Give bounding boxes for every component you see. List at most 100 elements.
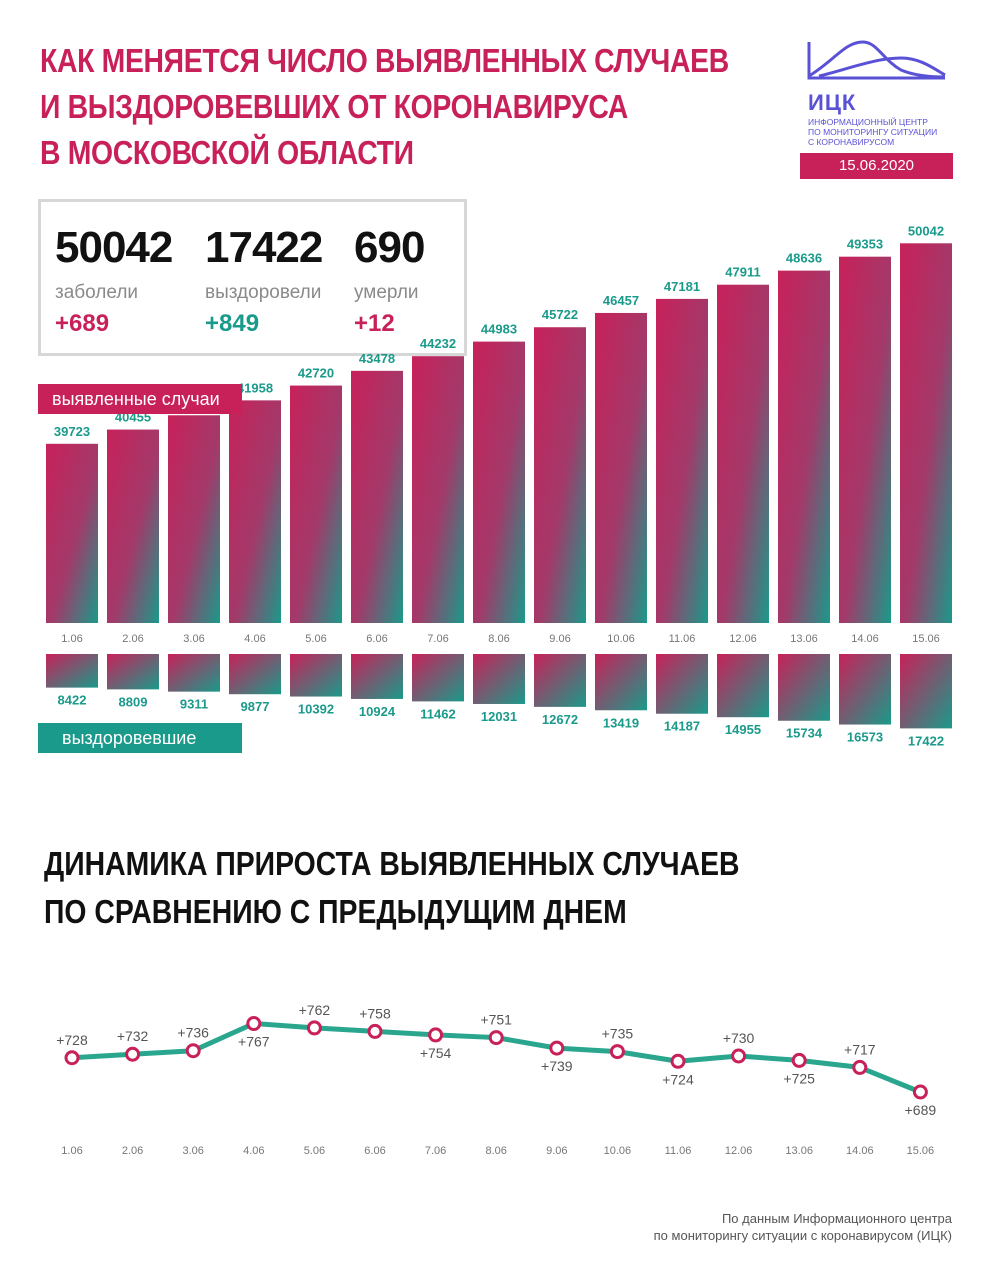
bar-cases	[900, 243, 952, 623]
bar-cases	[107, 429, 159, 623]
title-line: в Московской области	[40, 134, 414, 171]
bar-recovered	[595, 654, 647, 711]
line-point	[852, 1059, 868, 1075]
bar-recovered	[412, 654, 464, 702]
bar-value-cases: 47911	[725, 265, 760, 280]
bar-value-cases: 39723	[54, 424, 90, 439]
bar-value-recovered: 14187	[664, 719, 700, 734]
bar-cases	[656, 298, 708, 623]
line-point	[549, 1040, 565, 1056]
bar-value-cases: 42720	[298, 366, 334, 381]
legend-recovered: выздоровевшие	[38, 723, 242, 753]
line-value-label: +725	[783, 1070, 815, 1086]
x-tick-label: 7.06	[425, 1145, 446, 1157]
bar-value-recovered: 9877	[241, 699, 270, 714]
stat-cases: 50042 заболели +689	[55, 223, 173, 338]
bar-value-recovered: 17422	[908, 733, 944, 748]
line-value-label: +736	[177, 1025, 209, 1041]
line-value-label: +728	[56, 1032, 88, 1048]
bar-recovered	[900, 654, 952, 729]
bar-recovered	[351, 654, 403, 699]
x-tick-label: 4.06	[244, 633, 265, 645]
x-tick-label: 8.06	[488, 633, 509, 645]
bar-value-recovered: 15734	[786, 726, 823, 741]
bar-value-recovered: 14955	[725, 722, 761, 737]
line-value-label: +724	[662, 1071, 694, 1087]
x-tick-label: 4.06	[243, 1145, 264, 1157]
line-point	[488, 1030, 504, 1046]
x-tick-label: 14.06	[851, 633, 879, 645]
x-tick-label: 12.06	[729, 633, 757, 645]
x-tick-label: 15.06	[912, 633, 940, 645]
stat-label: умерли	[354, 282, 419, 303]
bar-recovered	[778, 654, 830, 721]
bar-cases	[168, 415, 220, 623]
bar-value-cases: 41958	[237, 380, 273, 395]
line-point	[64, 1050, 80, 1066]
x-tick-label: 15.06	[907, 1145, 935, 1157]
bar-value-cases: 47181	[664, 279, 700, 294]
bar-cases	[351, 370, 403, 623]
section-title-line: по сравнению с предыдущим днем	[44, 893, 627, 930]
logo-subtitle: Информационный центр по мониторингу ситу…	[808, 117, 937, 147]
x-tick-label: 10.06	[604, 1145, 632, 1157]
line-point	[791, 1052, 807, 1068]
x-tick-label: 1.06	[61, 633, 82, 645]
bar-value-cases: 48636	[786, 251, 822, 266]
x-tick-label: 6.06	[364, 1145, 385, 1157]
line-value-label: +758	[359, 1005, 391, 1021]
x-tick-label: 7.06	[427, 633, 448, 645]
bar-cases	[412, 356, 464, 623]
footer-line: По данным Информационного центра	[721, 1211, 952, 1226]
x-tick-label: 11.06	[669, 633, 696, 645]
bar-cases	[473, 341, 525, 623]
stat-label: выздоровели	[205, 282, 322, 303]
logo-name: ИЦК	[808, 90, 857, 115]
bar-cases	[534, 327, 586, 623]
line-value-label: +751	[480, 1012, 512, 1028]
line-point	[609, 1044, 625, 1060]
stat-value: 690	[354, 223, 425, 272]
x-tick-label: 2.06	[122, 1145, 143, 1157]
stat-recovered: 17422 выздоровели +849	[205, 223, 323, 338]
bar-value-recovered: 11462	[420, 706, 455, 721]
line-value-label: +767	[238, 1034, 270, 1050]
x-tick-label: 3.06	[182, 1145, 203, 1157]
bar-cases	[46, 443, 98, 623]
logo-sub-line: по мониторингу ситуации	[808, 127, 938, 137]
source-footer: По данным Информационного центра по мони…	[654, 1210, 952, 1244]
page-title: Как меняется число выявленных случаев и …	[40, 38, 729, 176]
bar-value-cases: 45722	[542, 307, 578, 322]
line-point	[670, 1053, 686, 1069]
stat-delta: +849	[205, 310, 260, 337]
line-value-label: +762	[299, 1002, 331, 1018]
x-tick-label: 9.06	[546, 1145, 567, 1157]
x-tick-label: 9.06	[549, 633, 570, 645]
bar-value-cases: 44983	[481, 322, 517, 337]
date-badge: 15.06.2020	[800, 153, 953, 179]
line-point	[125, 1046, 141, 1062]
line-point	[428, 1027, 444, 1043]
x-tick-label: 5.06	[304, 1145, 325, 1157]
bar-value-recovered: 12672	[542, 712, 578, 727]
bar-value-recovered: 10392	[298, 702, 334, 717]
bar-value-recovered: 8809	[119, 694, 148, 709]
bar-recovered	[168, 654, 220, 692]
stat-value: 50042	[55, 223, 173, 272]
bar-value-recovered: 12031	[481, 709, 517, 724]
line-point	[731, 1048, 747, 1064]
line-value-label: +732	[117, 1028, 149, 1044]
bar-recovered	[107, 654, 159, 690]
line-value-label: +735	[602, 1026, 634, 1042]
line-point	[912, 1084, 928, 1100]
x-tick-label: 14.06	[846, 1145, 874, 1157]
bar-value-recovered: 10924	[359, 704, 396, 719]
bar-recovered	[46, 654, 98, 688]
bar-value-recovered: 9311	[180, 697, 208, 712]
x-tick-label: 10.06	[607, 633, 635, 645]
x-tick-label: 1.06	[61, 1145, 82, 1157]
bar-recovered	[229, 654, 281, 695]
stat-value: 17422	[205, 223, 323, 272]
x-tick-label: 5.06	[305, 633, 326, 645]
